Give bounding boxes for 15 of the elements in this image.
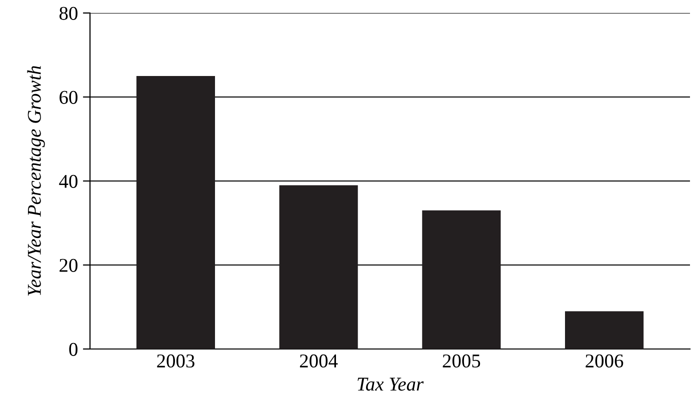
x-axis-title: Tax Year [358,378,424,391]
x-tick-label: 2003 [157,354,194,368]
y-tick-label: 60 [60,90,78,104]
y-tick-label: 80 [59,6,78,20]
bar [279,185,358,349]
x-tick-label: 2006 [586,354,624,368]
x-tick-label: 2004 [300,354,338,368]
y-tick-label: 0 [69,342,78,356]
bar [422,210,501,349]
x-tick-label: 2005 [442,354,480,368]
bar [136,76,215,349]
y-axis-title: Year/Year Percentage Growth [27,66,45,296]
y-tick-label: 40 [59,174,78,188]
y-tick-label: 20 [60,258,78,272]
bar [565,311,644,349]
